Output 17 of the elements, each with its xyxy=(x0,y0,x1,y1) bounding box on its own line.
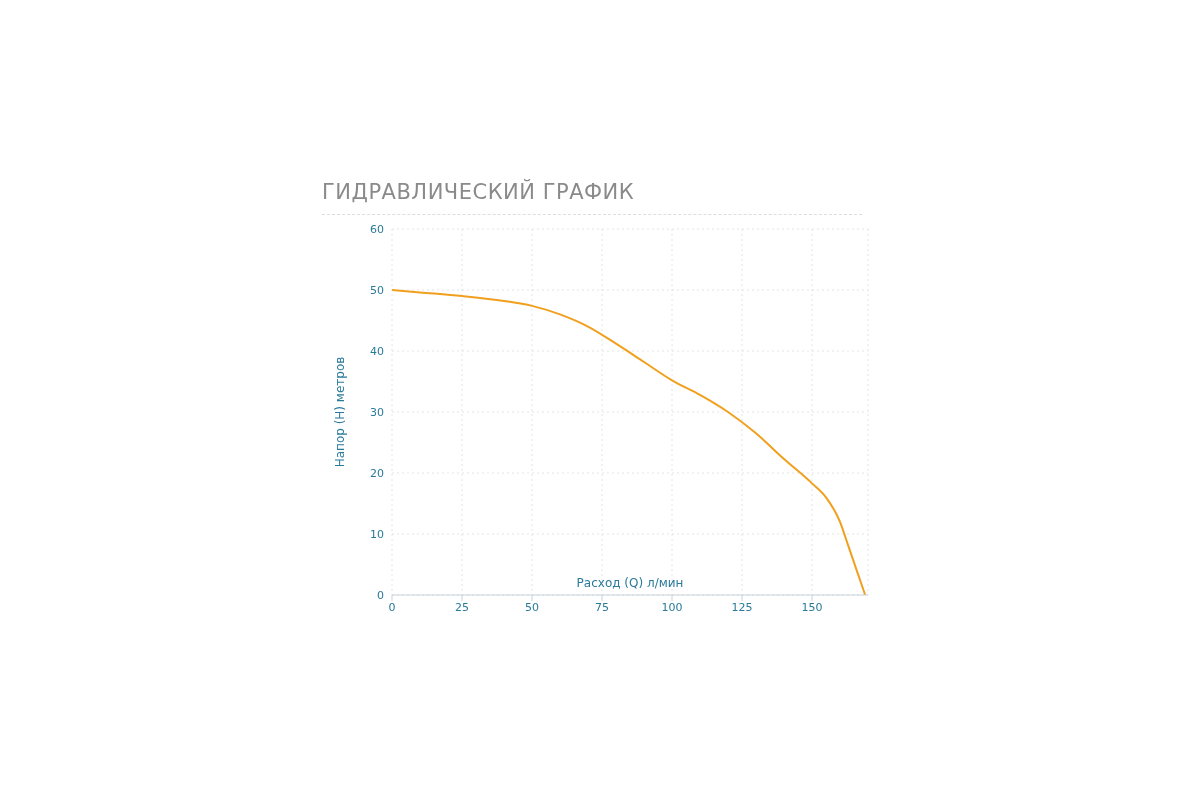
y-tick-label: 0 xyxy=(377,588,384,602)
x-axis-title: Расход (Q) л/мин xyxy=(576,576,684,590)
chart-title: ГИДРАВЛИЧЕСКИЙ ГРАФИК xyxy=(322,180,862,215)
y-tick-label: 60 xyxy=(370,222,384,236)
x-tick-label: 150 xyxy=(801,600,823,614)
x-tick-label: 50 xyxy=(525,600,539,614)
x-tick-label: 0 xyxy=(388,600,396,614)
y-axis-title: Напор (H) метров xyxy=(333,356,348,468)
x-tick-label: 125 xyxy=(731,600,753,614)
y-tick-label: 20 xyxy=(370,466,384,480)
x-tick-label: 75 xyxy=(595,600,609,614)
x-tick-label: 25 xyxy=(455,600,469,614)
x-tick-label: 100 xyxy=(661,600,683,614)
y-tick-label: 30 xyxy=(370,405,384,419)
y-tick-label: 10 xyxy=(370,527,384,541)
y-tick-label: 50 xyxy=(370,283,384,297)
y-tick-label: 40 xyxy=(370,344,384,358)
